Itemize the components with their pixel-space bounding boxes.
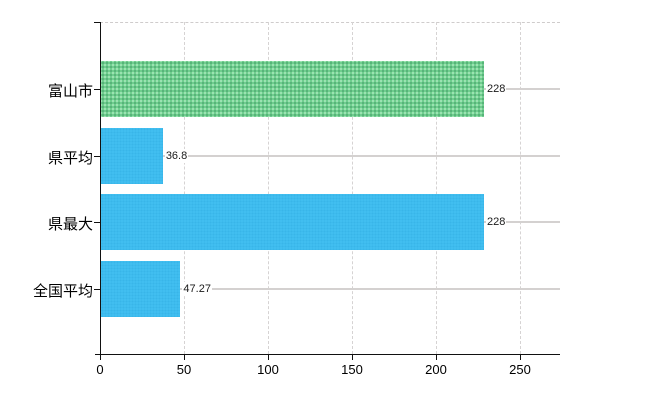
y-axis-tick-4 [94,289,100,291]
x-tick-label-200: 200 [425,362,447,377]
bar-value-label: 47.27 [182,282,212,297]
y-axis-tick-3 [94,222,100,224]
x-axis-tick-0 [100,354,101,360]
bar-value-label: 228 [486,215,507,230]
x-axis-tick-50 [184,354,185,360]
category-row-line [101,154,560,157]
bar-県平均[interactable] [101,127,163,184]
plot-top-border [100,22,560,23]
y-axis-top-tick [94,22,100,23]
x-gridline-150 [352,22,353,354]
bar-全国平均[interactable] [101,261,181,318]
x-tick-label-50: 50 [176,362,192,377]
category-label: 県最大 [47,216,93,234]
bar-value-label: 228 [486,81,507,96]
category-label: 全国平均 [32,283,93,301]
bar-富山市[interactable] [101,60,485,117]
x-axis-tick-150 [352,354,353,360]
x-axis-tick-100 [268,354,269,360]
x-gridline-50 [184,22,185,354]
category-label: 富山市 [47,82,93,100]
x-gridline-200 [436,22,437,354]
x-tick-label-150: 150 [341,362,363,377]
y-axis-tick-2 [94,155,100,157]
x-tick-label-250: 250 [509,362,531,377]
x-axis-tick-200 [436,354,437,360]
x-gridline-100 [268,22,269,354]
x-axis-line [95,354,560,355]
bar-value-label: 36.8 [164,148,189,163]
y-axis-tick-1 [94,88,100,90]
y-axis-line [100,22,101,354]
x-tick-label-100: 100 [257,362,279,377]
x-axis-tick-250 [520,354,521,360]
bar-県最大[interactable] [101,194,485,251]
x-gridline-250 [520,22,521,354]
category-label: 県平均 [47,149,93,167]
x-tick-label-0: 0 [96,362,104,377]
category-row-line [101,288,560,291]
